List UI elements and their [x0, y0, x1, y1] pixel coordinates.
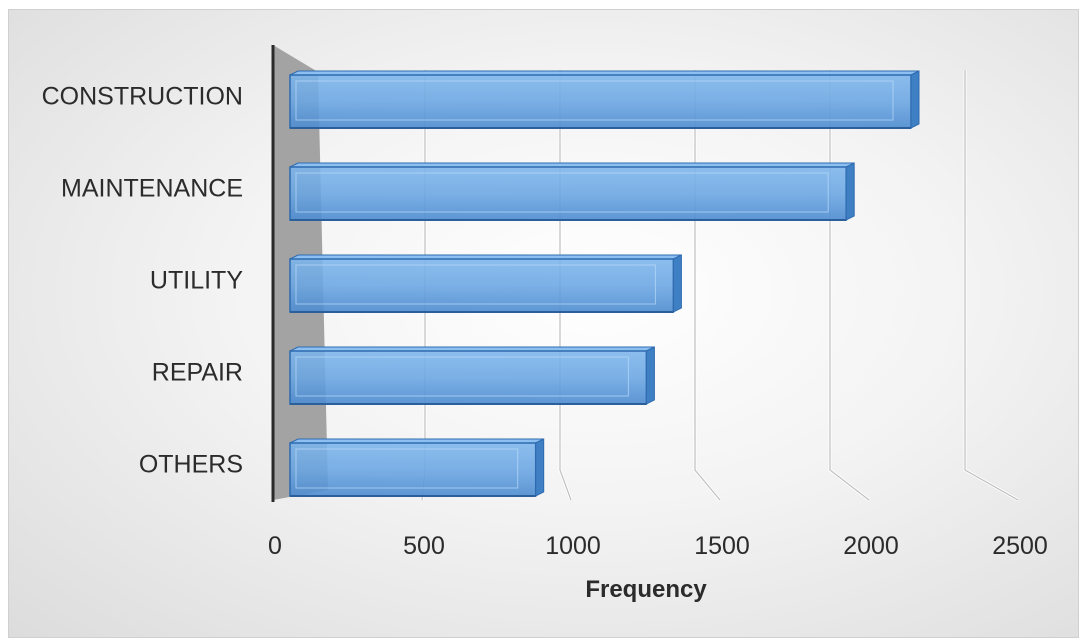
gridline [829, 70, 870, 501]
category-label: MAINTENANCE [61, 175, 243, 203]
bar [289, 254, 682, 313]
bar-front-face [289, 350, 648, 405]
gridline-shadow [963, 70, 1019, 502]
category-label: OTHERS [139, 451, 243, 479]
gridline [964, 70, 1019, 501]
x-tick-label: 2500 [992, 532, 1048, 560]
bar-front-face [289, 166, 847, 221]
bars [289, 70, 920, 497]
category-label: UTILITY [150, 267, 243, 295]
x-tick-label: 500 [403, 532, 445, 560]
bar-end-face [645, 346, 655, 405]
x-tick-label: 1500 [694, 532, 750, 560]
bar-highlight [295, 80, 894, 121]
bar-front-face [289, 258, 675, 313]
bar [289, 70, 920, 129]
bar-highlight [295, 264, 656, 305]
category-labels: CONSTRUCTION MAINTENANCE UTILITY REPAIR OTHE… [42, 83, 244, 479]
gridline [694, 70, 721, 501]
bar-front-face [289, 442, 537, 497]
bar-highlight [295, 172, 829, 213]
x-axis-title: Frequency [585, 576, 707, 603]
bar-highlight [295, 356, 629, 397]
bar-end-face [910, 70, 920, 129]
x-tick-label: 1000 [545, 532, 601, 560]
bar-end-face [672, 254, 682, 313]
category-label: REPAIR [152, 359, 243, 387]
category-label: CONSTRUCTION [42, 83, 243, 111]
x-tick-label: 2000 [843, 532, 899, 560]
bar [289, 438, 545, 497]
x-tick-labels: 0 500 1000 1500 2000 2500 [268, 532, 1048, 560]
bar [289, 162, 855, 221]
bar-highlight [295, 448, 519, 489]
gridline-shadow [693, 70, 722, 501]
bar-end-face [845, 162, 855, 221]
bar [289, 346, 655, 405]
x-tick-label: 0 [268, 532, 282, 560]
bar-end-face [535, 438, 545, 497]
gridline-shadow [828, 70, 870, 502]
